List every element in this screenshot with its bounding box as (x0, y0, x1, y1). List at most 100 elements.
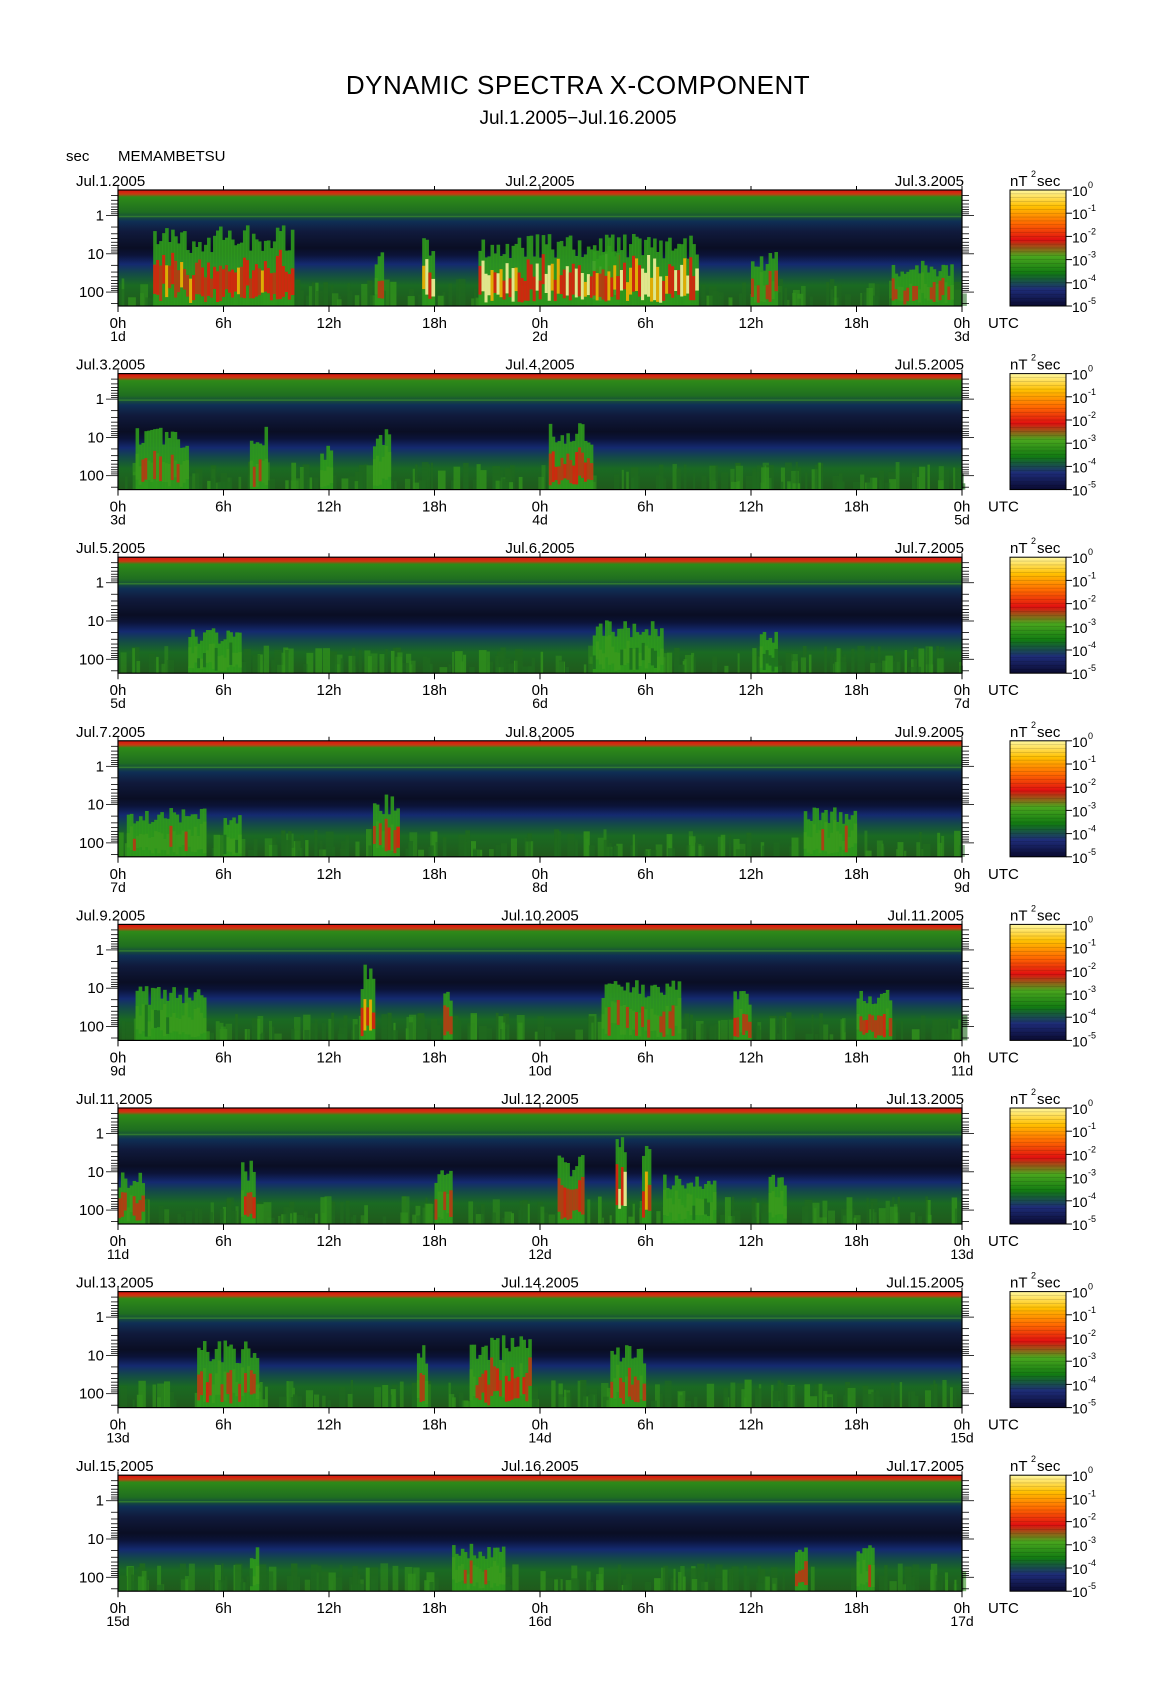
spectral-power-cell (126, 1207, 131, 1222)
spectral-power-cell (926, 1200, 931, 1224)
spectral-power-cell (628, 1008, 633, 1036)
spectral-power-cell (469, 1560, 474, 1584)
spectral-power-cell (226, 1372, 230, 1395)
spectral-power-cell (128, 1567, 134, 1592)
spectral-power-cell (935, 283, 940, 302)
spectral-power-cell (266, 267, 271, 294)
spectral-power-cell (798, 836, 801, 857)
spectral-power-cell (889, 298, 894, 306)
colorbar-tick-exponent: -3 (1088, 250, 1096, 260)
spectral-power-cell (555, 1576, 561, 1592)
colorbar-tick-label: 10 (1072, 780, 1088, 796)
spectral-power-cell (736, 1017, 740, 1038)
spectral-power-cell (245, 260, 250, 286)
spectral-power-cell (511, 268, 516, 302)
colorbar-tick-label: 10 (1072, 987, 1088, 1003)
spectral-power-cell (322, 648, 331, 674)
spectral-power-cell (527, 1203, 530, 1224)
spectral-power-cell (504, 1211, 512, 1224)
spectral-power-cell (208, 643, 213, 663)
y-axis-ticks (106, 1113, 974, 1223)
colorbar-tick-label: 10 (1072, 253, 1088, 269)
spectral-power-cell (926, 286, 931, 301)
spectral-power-cell (294, 1017, 301, 1041)
spectral-power-cell (647, 1019, 651, 1038)
x-tick-label: 18h (422, 499, 447, 516)
spectral-power-cell (930, 1384, 938, 1408)
spectral-power-cell (671, 266, 675, 298)
spectral-power-cell (314, 829, 318, 857)
spectral-power-cell (798, 467, 802, 490)
spectral-power-cell (557, 466, 562, 485)
spectral-power-cell (693, 473, 696, 490)
spectral-power-cell (443, 1191, 447, 1211)
spectral-power-cell (426, 1572, 435, 1592)
spectral-power-cell (222, 269, 226, 297)
spectral-power-cell (371, 829, 375, 857)
colorbar-tick-label: 10 (1072, 1217, 1088, 1233)
x-tick-label: 18h (844, 682, 869, 699)
spectral-power-cell (195, 262, 199, 295)
spectral-power-cell (592, 655, 597, 670)
y-axis-ticks (106, 929, 974, 1039)
spectral-power-cell (690, 1014, 693, 1041)
spectral-power-cell (762, 285, 767, 303)
spectral-power-cell (416, 1215, 423, 1224)
spectral-power-cell (166, 834, 170, 855)
spectral-power-cell (650, 277, 654, 302)
spectral-power-cell (407, 296, 415, 306)
spectral-power-cell (300, 835, 304, 857)
spectral-power-cell (856, 1561, 861, 1587)
spectral-power-cell (875, 1389, 880, 1408)
y-tick-label: 10 (87, 613, 104, 630)
spectral-power-cell (644, 1581, 652, 1592)
x-tick-label: 0h (532, 1600, 549, 1617)
spectral-power-cell (622, 1382, 626, 1404)
spectral-power-cell (147, 460, 151, 481)
colorbar-tick-exponent: -4 (1088, 1191, 1096, 1201)
chart-title: DYNAMIC SPECTRA X-COMPONENT (345, 70, 811, 100)
spectral-power-cell (168, 1391, 174, 1408)
panel-mid-date: Jul.2.2005 (505, 173, 574, 190)
spectral-event (153, 225, 295, 306)
spectral-power-cell (408, 1022, 413, 1041)
spectral-power-cell (339, 848, 348, 857)
spectral-power-cell (663, 1189, 667, 1216)
spectral-event (372, 429, 392, 490)
spectral-power-cell (661, 478, 667, 490)
spectral-power-cell (133, 1018, 137, 1041)
spectral-power-cell (631, 1010, 636, 1030)
spectral-power-cell (547, 265, 552, 301)
spectral-power-cell (135, 1006, 140, 1030)
spectral-power-cell (720, 834, 726, 857)
spectral-power-cell (418, 294, 423, 306)
spectral-power-cell (189, 278, 193, 303)
spectral-power-cell (202, 632, 207, 674)
spectral-power-cell (219, 1208, 224, 1224)
spectral-power-cell (199, 1012, 204, 1034)
spectral-power-cell (768, 655, 773, 666)
spectral-power-cell (138, 833, 143, 848)
spectral-power-cell (125, 1022, 134, 1041)
spectral-power-cell (960, 293, 967, 306)
spectral-power-cell (914, 1395, 919, 1408)
spectral-power-cell (762, 845, 765, 857)
spectral-power-cell (369, 295, 378, 306)
spectral-power-cell (495, 1012, 499, 1041)
spectral-power-cell (396, 826, 400, 848)
spectral-power-cell (784, 1030, 790, 1041)
spectral-power-cell (232, 817, 236, 857)
spectral-power-cell (251, 1018, 260, 1041)
spectral-power-cell (688, 831, 693, 857)
spectral-power-cell (744, 1379, 752, 1408)
spectral-power-cell (446, 1007, 450, 1032)
x-tick-label: 18h (422, 1233, 447, 1250)
spectral-power-cell (623, 1579, 630, 1592)
spectral-power-cell (804, 1199, 813, 1224)
spectral-power-cell (865, 1571, 869, 1583)
spectral-power-cell (166, 659, 175, 674)
colorbar-tick-exponent: -2 (1088, 410, 1096, 420)
spectral-power-cell (580, 272, 585, 300)
spectral-power-cell (859, 1016, 863, 1032)
spectral-power-cell (757, 1565, 761, 1592)
